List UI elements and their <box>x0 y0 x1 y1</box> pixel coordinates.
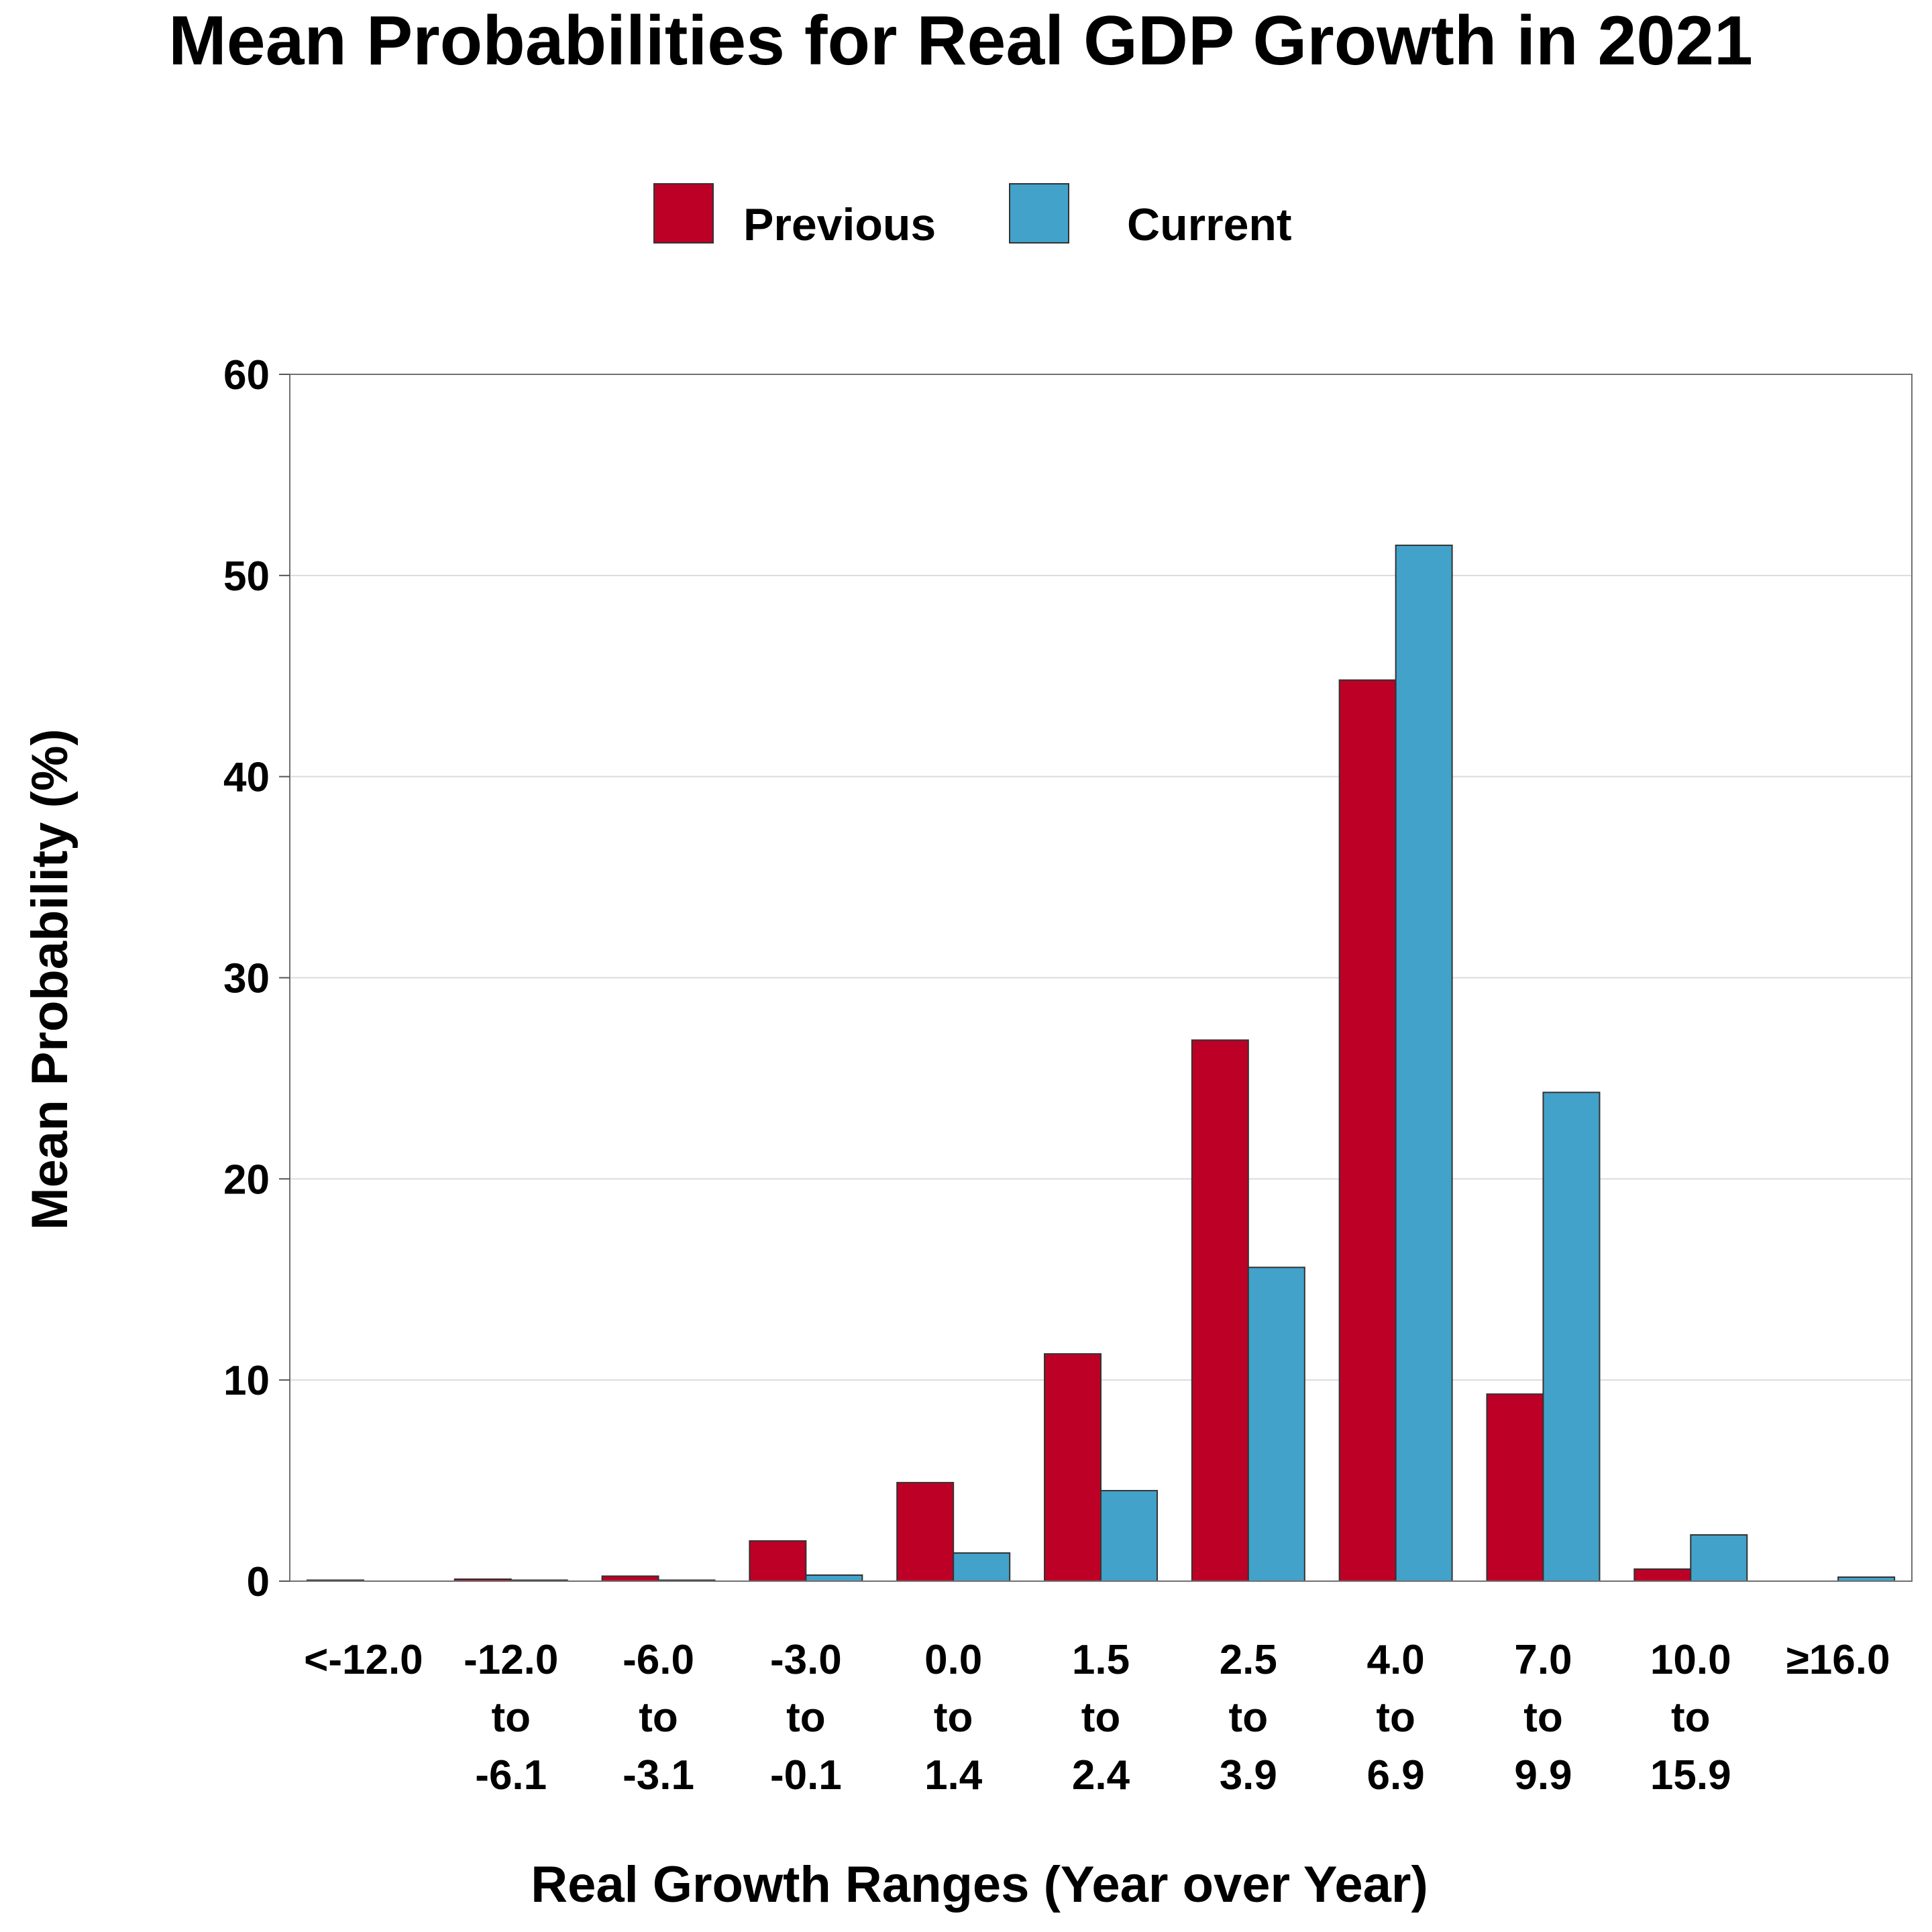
y-tick-label: 50 <box>223 553 270 600</box>
bar-current-4 <box>953 1552 1011 1582</box>
x-tick-label: ≥16.0 <box>1786 1637 1890 1683</box>
x-tick-label: 10.0 to 15.9 <box>1650 1637 1731 1799</box>
y-tick-label: 20 <box>223 1157 270 1203</box>
legend-swatch-previous <box>653 183 714 244</box>
legend-label-previous: Previous <box>743 199 936 250</box>
x-tick-label: 2.5 to 3.9 <box>1220 1637 1277 1799</box>
x-tick-label: -6.0 to -3.1 <box>623 1637 694 1799</box>
y-tick-label: 60 <box>223 352 270 398</box>
chart-title: Mean Probabilities for Real GDP Growth i… <box>168 2 1753 80</box>
bar-current-3 <box>805 1574 863 1582</box>
bar-previous-9 <box>1633 1568 1692 1582</box>
y-tick-label: 10 <box>223 1358 270 1404</box>
x-tick-label: 0.0 to 1.4 <box>924 1637 983 1799</box>
bar-current-7 <box>1395 544 1453 1582</box>
bar-current-5 <box>1100 1490 1158 1582</box>
x-axis-title: Real Growth Ranges (Year over Year) <box>531 1856 1428 1913</box>
bar-previous-4 <box>896 1482 955 1582</box>
x-tick-label: 7.0 to 9.9 <box>1514 1637 1572 1799</box>
legend-label-current: Current <box>1127 199 1292 250</box>
y-axis-ticks: 0 10 20 30 40 50 60 <box>223 352 290 1605</box>
bar-previous-8 <box>1486 1393 1544 1582</box>
bar-previous-7 <box>1338 679 1397 1582</box>
gridlines <box>290 574 1912 1381</box>
x-tick-label: -12.0 to -6.1 <box>464 1637 558 1799</box>
bar-previous-6 <box>1191 1039 1249 1582</box>
y-axis-title: Mean Probability (%) <box>21 729 78 1230</box>
x-tick-label: 4.0 to 6.9 <box>1367 1637 1425 1799</box>
legend-swatch-current <box>1009 183 1069 244</box>
legend: Previous Current <box>653 183 1292 250</box>
bar-current-6 <box>1247 1267 1305 1582</box>
y-tick-label: 0 <box>247 1559 270 1605</box>
bar-current-9 <box>1690 1534 1748 1582</box>
bars <box>306 544 1896 1582</box>
y-tick-label: 30 <box>223 956 270 1002</box>
bar-current-8 <box>1542 1091 1601 1582</box>
x-tick-label: <-12.0 <box>304 1637 423 1683</box>
x-tick-label: -3.0 to -0.1 <box>770 1637 842 1799</box>
bar-previous-5 <box>1044 1353 1102 1582</box>
bar-previous-3 <box>749 1540 807 1582</box>
x-axis-ticks: <-12.0 -12.0 to -6.1 -6.0 to -3.1 -3.0 to -0.1 0.0… <box>304 1637 1890 1799</box>
bar-previous-2 <box>601 1575 659 1582</box>
x-tick-label: 1.5 to 2.4 <box>1072 1637 1130 1799</box>
y-tick-label: 40 <box>223 755 270 801</box>
